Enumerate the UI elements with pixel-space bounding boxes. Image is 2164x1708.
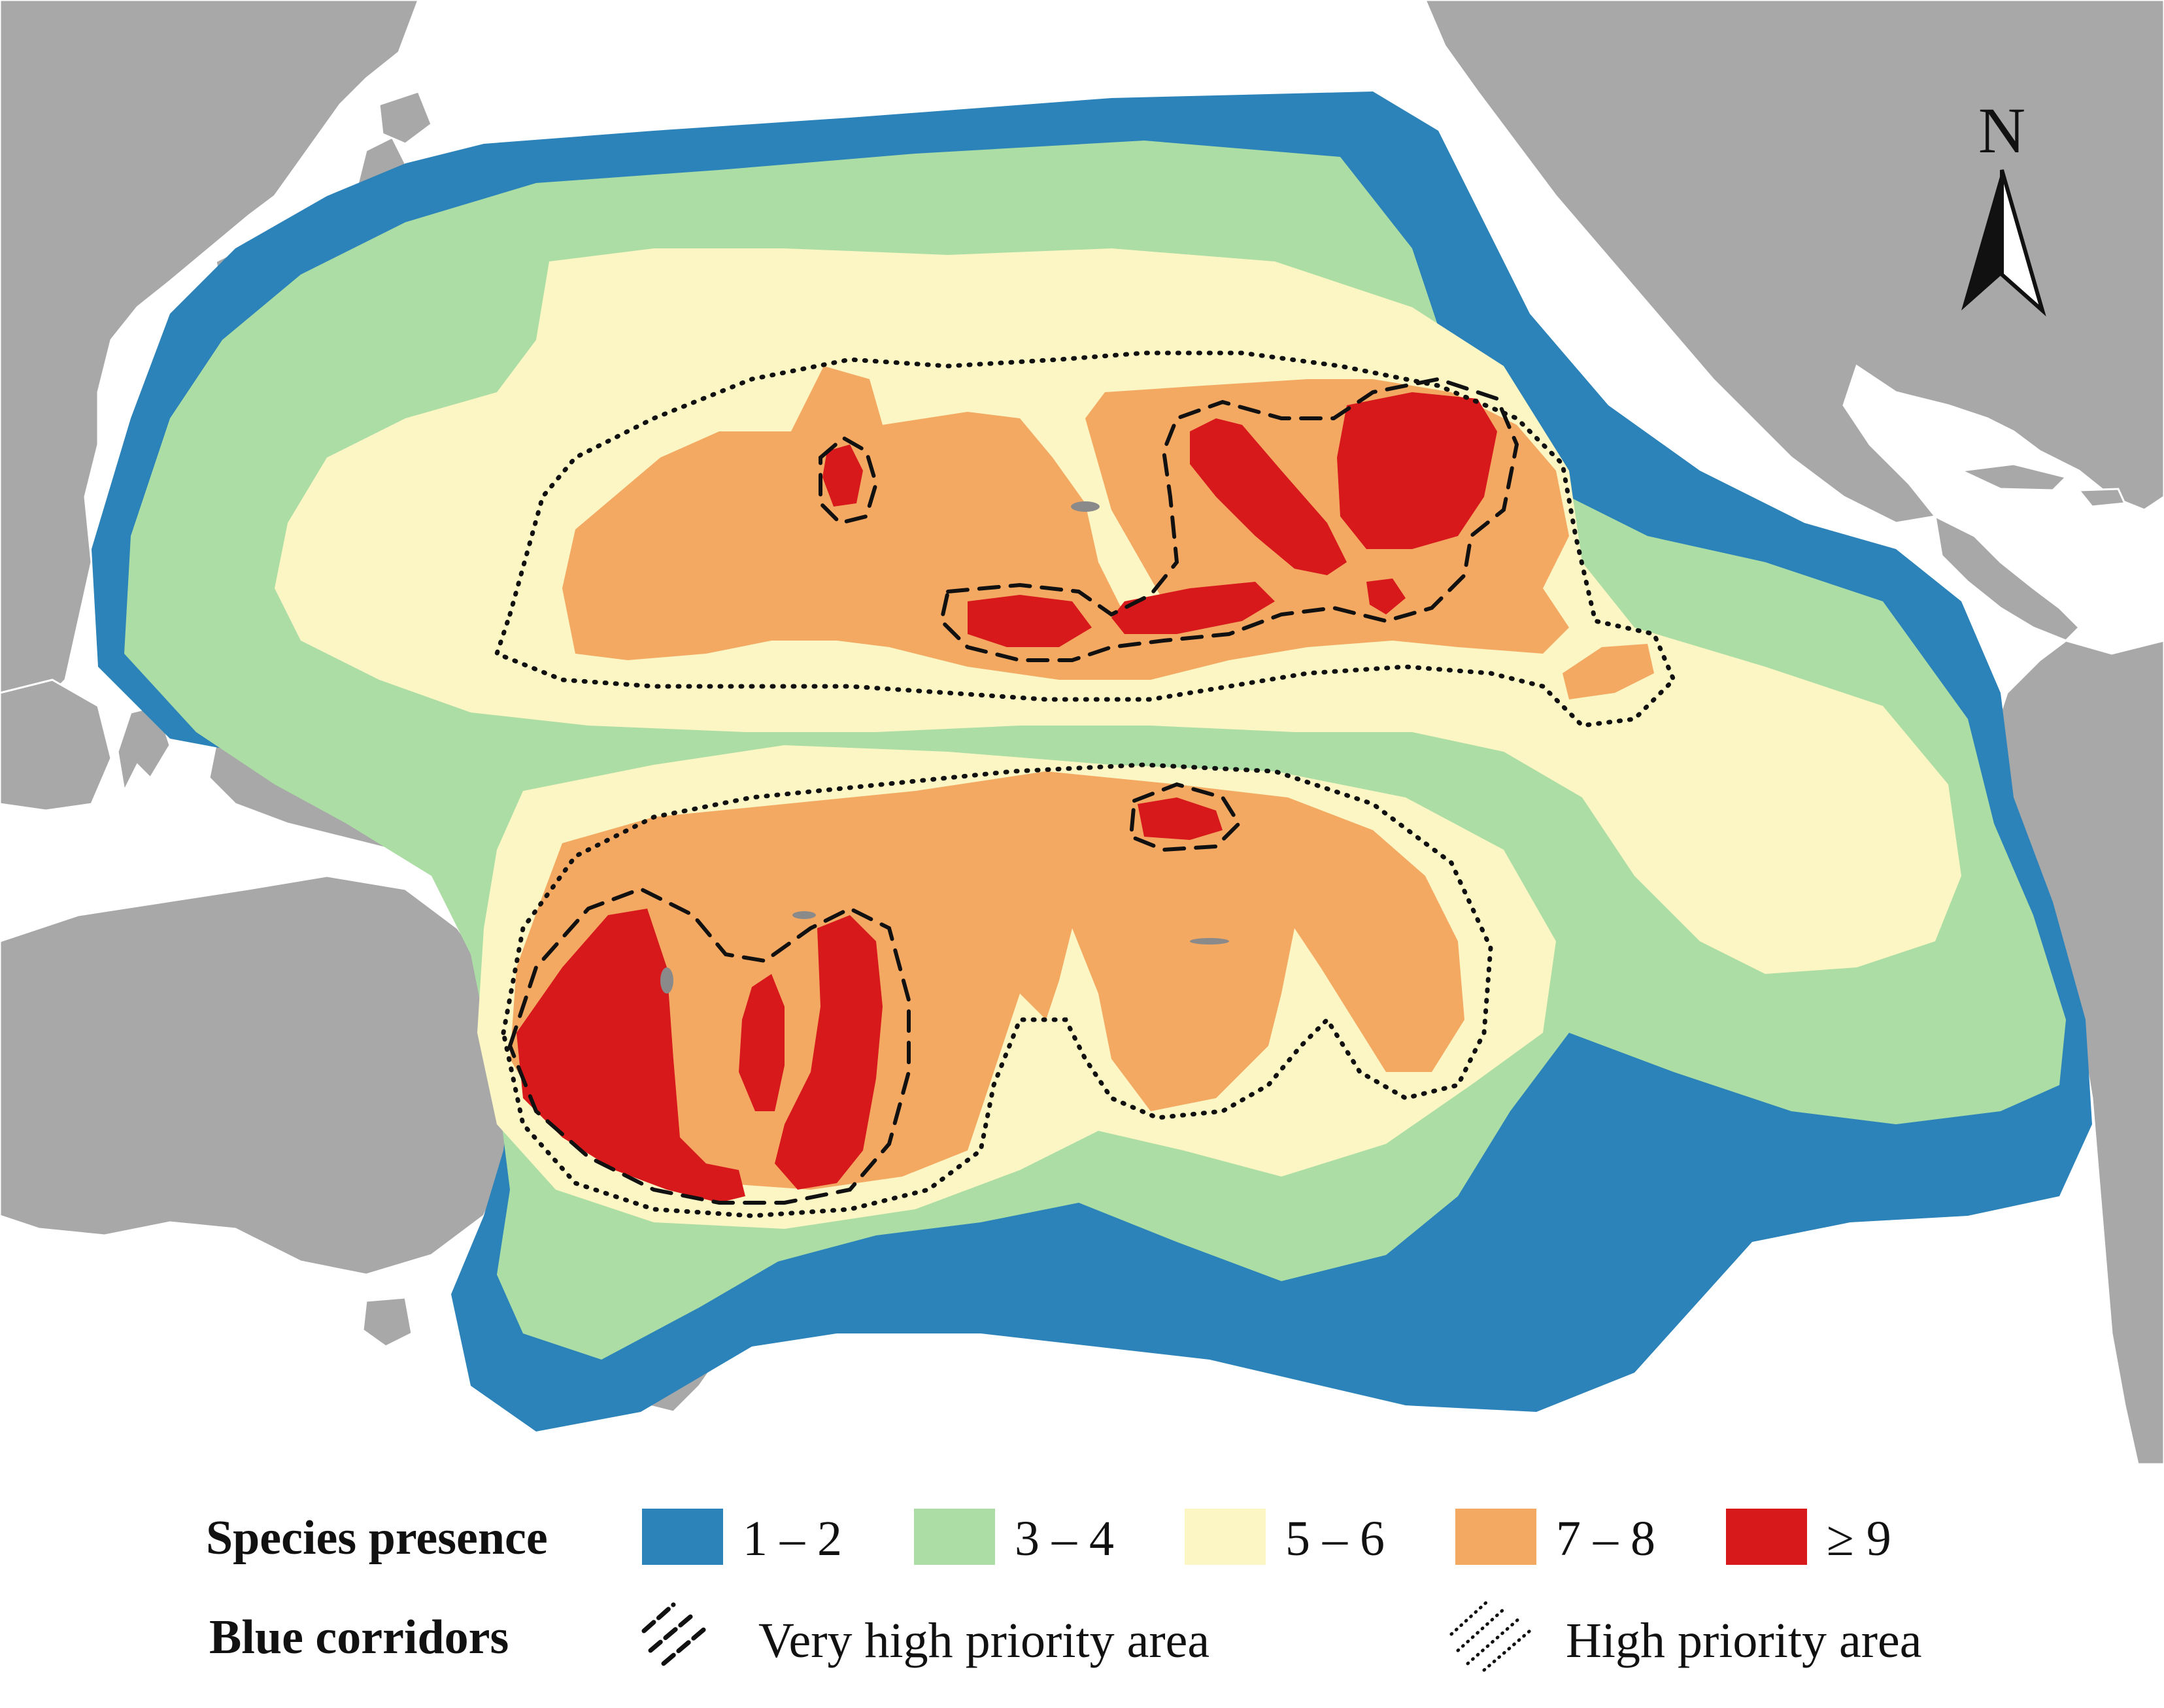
legend-label-9-plus: ≥ 9 bbox=[1827, 1511, 1891, 1566]
legend-label-3-4: 3 – 4 bbox=[1015, 1511, 1114, 1566]
high-priority-label: High priority area bbox=[1566, 1613, 1922, 1668]
legend-swatch-7-8 bbox=[1455, 1509, 1536, 1565]
very-high-priority-area-b bbox=[939, 377, 1519, 662]
dotted-hatch-icon bbox=[1449, 1599, 1532, 1672]
presence-zone-9plus-c bbox=[1337, 392, 1497, 549]
legend-swatch-9-plus bbox=[1726, 1509, 1807, 1565]
presence-zone-9plus-a bbox=[822, 444, 863, 507]
central-america-landmass bbox=[1934, 514, 2081, 642]
cuba-landmass bbox=[1957, 463, 2068, 492]
north-arrow: N bbox=[1961, 94, 2046, 317]
very-high-priority-area-a bbox=[819, 435, 879, 526]
legend-swatch-3-4 bbox=[914, 1509, 995, 1565]
hispaniola-landmass bbox=[2076, 488, 2127, 508]
pacific-species-map: N bbox=[0, 0, 2164, 1464]
high-priority-corridors bbox=[494, 350, 1677, 1218]
presence-zone-9plus-h bbox=[516, 909, 745, 1203]
very-high-priority-area-d bbox=[507, 886, 911, 1205]
presence-zone-9plus-b bbox=[1190, 418, 1347, 575]
blue-corridors-title: Blue corridors bbox=[209, 1611, 509, 1664]
presence-zone-9plus-i bbox=[739, 974, 785, 1111]
presence-zone-9plus-g bbox=[1138, 797, 1223, 840]
north-arrow-icon bbox=[1961, 169, 2046, 317]
species-presence-layer bbox=[92, 92, 2092, 1432]
island bbox=[1190, 938, 1229, 945]
map-legend: Species presence 1 – 2 3 – 4 5 – 6 7 – 8… bbox=[0, 1464, 2164, 1708]
presence-zone-9plus-e bbox=[1111, 582, 1275, 634]
presence-zone-7-8-north bbox=[562, 366, 1569, 680]
asia-landmass bbox=[0, 0, 420, 714]
very-high-priority-label: Very high priority area bbox=[758, 1613, 1210, 1668]
legend-swatch-5-6 bbox=[1185, 1509, 1266, 1565]
legend-swatch-1-2 bbox=[642, 1509, 723, 1565]
australia-landmass bbox=[0, 875, 524, 1276]
legend-label-5-6: 5 – 6 bbox=[1285, 1511, 1385, 1566]
tasmania-landmass bbox=[362, 1296, 413, 1348]
north-america-landmass bbox=[1424, 0, 2164, 524]
island bbox=[792, 911, 816, 919]
very-high-priority-corridors bbox=[507, 377, 1519, 1205]
presence-zone-9plus-f bbox=[1366, 578, 1406, 614]
high-priority-area-north bbox=[494, 350, 1677, 728]
island bbox=[660, 967, 673, 994]
presence-zone-9plus-j bbox=[775, 915, 883, 1190]
hawaii-island bbox=[1071, 501, 1100, 512]
north-arrow-label: N bbox=[1978, 94, 2025, 167]
legend-label-1-2: 1 – 2 bbox=[743, 1511, 842, 1566]
presence-zone-7-8-small-east bbox=[1563, 644, 1654, 699]
borneo-landmass bbox=[0, 678, 112, 812]
species-presence-title: Species presence bbox=[206, 1511, 548, 1565]
hokkaido-landmass bbox=[378, 90, 433, 145]
island-layer bbox=[660, 501, 1229, 994]
presence-zone-9plus-d bbox=[968, 595, 1092, 647]
very-high-priority-area-c bbox=[1128, 782, 1242, 852]
legend-label-7-8: 7 – 8 bbox=[1556, 1511, 1655, 1566]
dashed-hatch-icon bbox=[641, 1602, 709, 1666]
